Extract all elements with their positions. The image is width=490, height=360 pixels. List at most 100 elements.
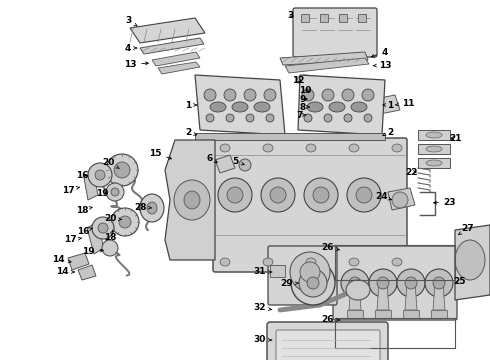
Text: 11: 11 xyxy=(396,99,414,108)
Ellipse shape xyxy=(140,194,164,222)
FancyBboxPatch shape xyxy=(268,246,337,305)
Text: 26: 26 xyxy=(322,315,340,324)
Ellipse shape xyxy=(291,261,335,305)
Ellipse shape xyxy=(270,187,286,203)
Text: 14: 14 xyxy=(56,267,74,276)
Ellipse shape xyxy=(106,183,124,201)
Ellipse shape xyxy=(341,269,369,297)
Ellipse shape xyxy=(397,269,425,297)
Ellipse shape xyxy=(263,258,273,266)
Ellipse shape xyxy=(433,277,445,289)
Text: 13: 13 xyxy=(373,60,391,69)
Ellipse shape xyxy=(114,162,130,178)
Polygon shape xyxy=(298,75,385,135)
Ellipse shape xyxy=(239,159,251,171)
Ellipse shape xyxy=(349,258,359,266)
Text: 17: 17 xyxy=(62,185,80,194)
Polygon shape xyxy=(339,14,347,22)
Bar xyxy=(347,310,363,318)
Ellipse shape xyxy=(313,187,329,203)
Text: 1: 1 xyxy=(383,100,393,109)
Bar xyxy=(431,310,447,318)
Text: 4: 4 xyxy=(371,48,388,57)
Polygon shape xyxy=(130,18,205,43)
Text: 16: 16 xyxy=(76,171,88,180)
Text: 20: 20 xyxy=(104,213,122,222)
Ellipse shape xyxy=(111,188,119,196)
Polygon shape xyxy=(301,14,309,22)
Text: 5: 5 xyxy=(232,157,244,166)
Ellipse shape xyxy=(405,277,417,289)
Bar xyxy=(270,265,285,277)
Polygon shape xyxy=(84,174,98,200)
Ellipse shape xyxy=(263,144,273,152)
Ellipse shape xyxy=(392,258,402,266)
Ellipse shape xyxy=(362,89,374,101)
Text: 19: 19 xyxy=(96,189,108,198)
Polygon shape xyxy=(68,253,89,270)
Ellipse shape xyxy=(369,269,397,297)
Ellipse shape xyxy=(102,240,118,256)
Ellipse shape xyxy=(304,114,312,122)
Ellipse shape xyxy=(347,178,381,212)
Ellipse shape xyxy=(226,114,234,122)
Ellipse shape xyxy=(264,89,276,101)
Ellipse shape xyxy=(329,102,345,112)
Ellipse shape xyxy=(426,132,442,138)
Text: 24: 24 xyxy=(376,192,392,201)
Ellipse shape xyxy=(307,102,323,112)
Polygon shape xyxy=(215,155,235,173)
Bar xyxy=(375,310,391,318)
Ellipse shape xyxy=(206,114,214,122)
Text: 19: 19 xyxy=(82,248,103,256)
Polygon shape xyxy=(388,188,415,210)
Text: 26: 26 xyxy=(322,243,340,252)
Polygon shape xyxy=(377,283,389,310)
Ellipse shape xyxy=(254,102,270,112)
Ellipse shape xyxy=(147,202,157,214)
Polygon shape xyxy=(165,140,215,260)
Polygon shape xyxy=(152,52,200,66)
Text: 14: 14 xyxy=(51,256,71,265)
Polygon shape xyxy=(455,225,490,300)
Ellipse shape xyxy=(344,114,352,122)
FancyBboxPatch shape xyxy=(333,246,457,320)
Polygon shape xyxy=(405,283,417,310)
Ellipse shape xyxy=(364,114,372,122)
Polygon shape xyxy=(370,95,400,115)
Ellipse shape xyxy=(220,258,230,266)
Text: 28: 28 xyxy=(134,202,152,212)
Text: 21: 21 xyxy=(449,134,461,143)
Polygon shape xyxy=(349,283,361,310)
Ellipse shape xyxy=(218,178,252,212)
Text: 6: 6 xyxy=(207,153,217,162)
Polygon shape xyxy=(158,62,200,74)
Ellipse shape xyxy=(232,102,248,112)
Ellipse shape xyxy=(349,277,361,289)
Ellipse shape xyxy=(204,89,216,101)
Text: 15: 15 xyxy=(149,149,172,159)
Ellipse shape xyxy=(266,114,274,122)
Ellipse shape xyxy=(174,180,210,220)
Ellipse shape xyxy=(455,240,485,280)
FancyBboxPatch shape xyxy=(276,330,380,360)
Ellipse shape xyxy=(377,277,389,289)
Polygon shape xyxy=(280,52,368,65)
Ellipse shape xyxy=(306,258,316,266)
Ellipse shape xyxy=(342,89,354,101)
Text: 27: 27 xyxy=(459,224,474,235)
Text: 9: 9 xyxy=(300,95,307,104)
FancyBboxPatch shape xyxy=(293,8,377,57)
Bar xyxy=(310,88,324,94)
Bar xyxy=(403,310,419,318)
Polygon shape xyxy=(285,58,369,73)
Polygon shape xyxy=(433,283,445,310)
Text: 13: 13 xyxy=(124,59,148,68)
Ellipse shape xyxy=(261,178,295,212)
Text: 18: 18 xyxy=(76,206,92,215)
Bar xyxy=(310,104,324,109)
Text: 25: 25 xyxy=(454,278,466,287)
Polygon shape xyxy=(140,38,204,54)
Ellipse shape xyxy=(299,269,327,297)
Ellipse shape xyxy=(349,144,359,152)
